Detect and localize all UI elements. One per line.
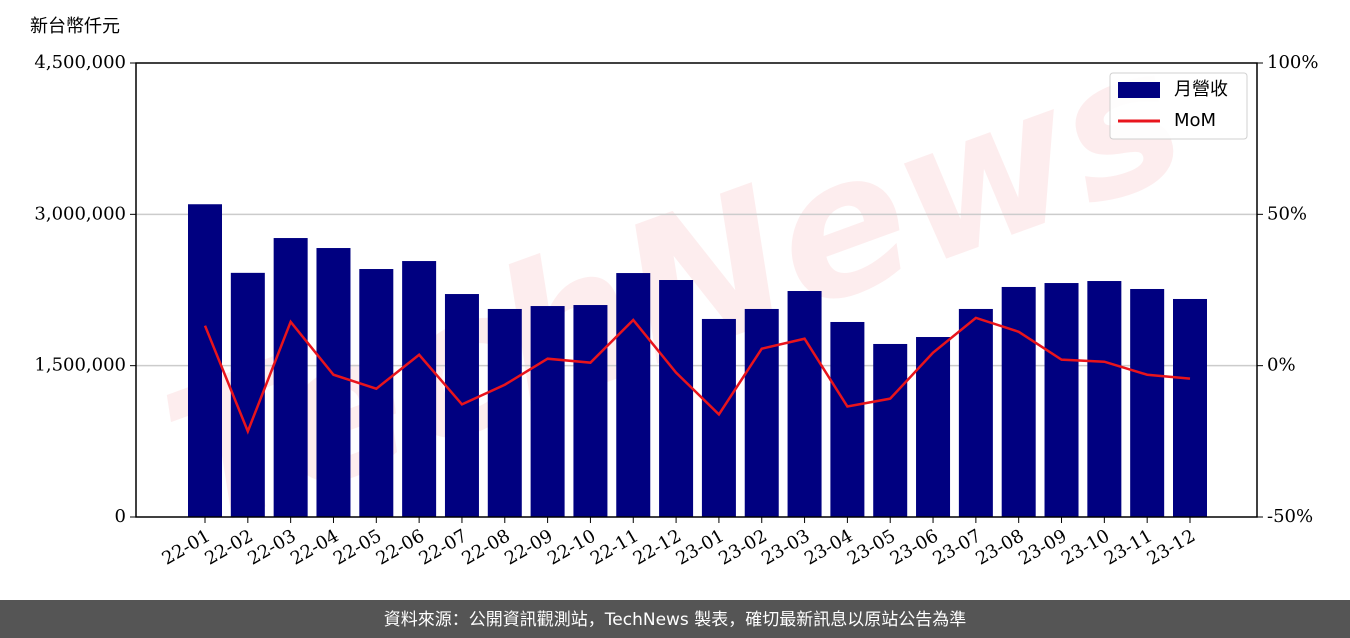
x-tick-label: 23-12 <box>1144 525 1199 569</box>
bar <box>487 308 522 517</box>
bar <box>958 308 993 517</box>
bar <box>1044 283 1079 517</box>
bar <box>1087 281 1122 517</box>
x-tick-label: 23-07 <box>929 525 984 569</box>
x-tick-label: 22-09 <box>501 525 556 569</box>
bar <box>616 273 651 517</box>
x-tick-label: 23-04 <box>801 525 856 569</box>
bar <box>873 343 908 517</box>
bar <box>402 261 437 517</box>
bar <box>916 337 951 517</box>
line <box>203 316 1191 435</box>
y-tick-label: 0 <box>115 506 126 527</box>
bar <box>230 272 265 517</box>
legend-label: 月營收 <box>1174 79 1228 100</box>
x-tick-label: 23-06 <box>887 525 942 569</box>
bar <box>316 248 351 518</box>
y-axis-label: 新台幣仟元 <box>30 16 120 37</box>
x-tick-label: 23-01 <box>672 525 727 569</box>
legend-swatch <box>1118 82 1160 98</box>
bar <box>359 269 394 517</box>
x-tick-label: 22-05 <box>330 525 385 569</box>
x-tick-label: 22-01 <box>159 525 214 569</box>
plot-frame <box>135 62 1258 518</box>
bar <box>787 291 822 517</box>
x-tick-label: 23-03 <box>758 525 813 569</box>
x-tick-label: 23-08 <box>972 525 1027 569</box>
bar <box>273 238 308 517</box>
y2-tick-label: 50% <box>1267 203 1307 224</box>
bar <box>1173 298 1207 517</box>
y-tick-label: 3,000,000 <box>34 203 126 224</box>
bar <box>744 308 779 517</box>
x-tick-label: 22-07 <box>416 525 471 569</box>
y2-tick-label: 100% <box>1267 52 1318 73</box>
legend-label: MoM <box>1174 110 1216 131</box>
bar <box>530 306 565 517</box>
y-tick-label: 1,500,000 <box>34 355 126 376</box>
x-tick-label: 23-05 <box>844 525 899 569</box>
x-tick-label: 23-02 <box>715 525 770 569</box>
x-tick-label: 22-10 <box>544 525 599 569</box>
bar <box>1001 286 1036 517</box>
x-tick-label: 22-08 <box>458 525 513 569</box>
bar <box>1130 288 1165 517</box>
bar <box>573 305 608 517</box>
bar <box>659 280 694 517</box>
bar <box>701 318 736 517</box>
x-tick-label: 22-11 <box>587 525 642 569</box>
y2-tick-label: 0% <box>1267 355 1296 376</box>
footer-text: 資料來源：公開資訊觀測站，TechNews 製表，確切最新訊息以原站公告為準 <box>384 610 966 630</box>
footer-band <box>0 600 1350 638</box>
bar <box>188 204 222 517</box>
y-tick-label: 4,500,000 <box>34 52 126 73</box>
bar <box>830 321 865 517</box>
x-tick-label: 23-10 <box>1058 525 1113 569</box>
x-tick-label: 23-09 <box>1015 525 1070 569</box>
x-tick-label: 22-06 <box>373 525 428 569</box>
x-tick-label: 22-12 <box>630 525 685 569</box>
y2-tick-label: -50% <box>1267 506 1313 527</box>
x-tick-label: 23-11 <box>1101 525 1156 569</box>
